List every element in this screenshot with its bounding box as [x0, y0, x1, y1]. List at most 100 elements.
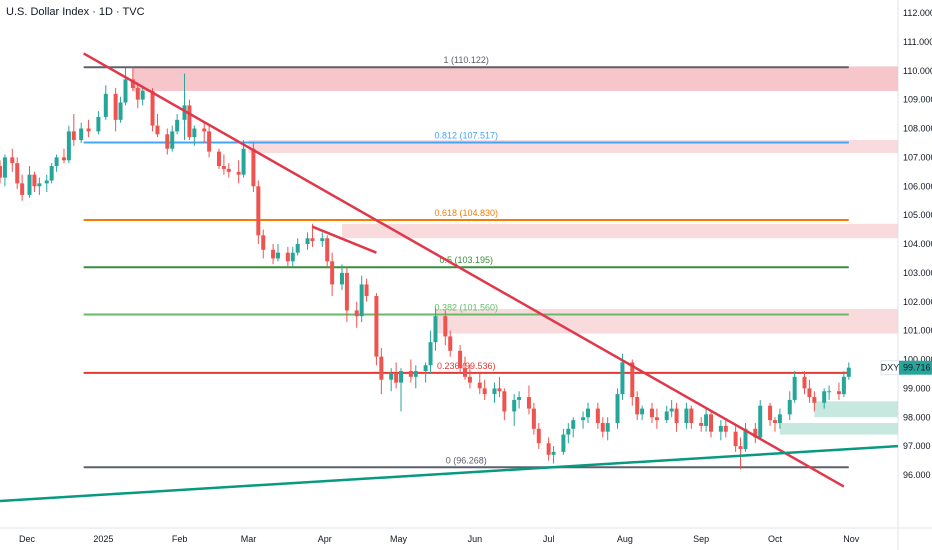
fib-level-label: 0.5 (103.195): [439, 255, 493, 265]
candle-body: [339, 272, 344, 285]
candle-body: [827, 391, 832, 393]
candle-body: [261, 235, 266, 250]
y-tick-label: 103.000: [903, 268, 932, 278]
y-tick-label: 111.000: [903, 37, 932, 47]
candle-body: [236, 171, 241, 175]
candle-body: [482, 388, 487, 395]
candle-body: [79, 128, 84, 141]
candle-body: [684, 408, 689, 424]
candle-body: [66, 131, 71, 161]
candle-body: [448, 336, 453, 351]
candle-body: [536, 428, 541, 444]
candle-body: [792, 376, 797, 400]
y-tick-label: 106.000: [903, 181, 932, 191]
candle-body: [207, 131, 212, 152]
candle-body: [664, 411, 669, 421]
candle-body: [709, 414, 714, 432]
candle-body: [113, 93, 118, 120]
candle-body: [49, 166, 54, 181]
x-tick-label: Oct: [768, 534, 783, 544]
x-tick-label: Jun: [468, 534, 483, 544]
candle-body: [44, 180, 49, 184]
y-tick-label: 96.000: [903, 470, 931, 480]
candle-body: [15, 163, 20, 184]
candle-body: [0, 166, 2, 178]
candle-body: [423, 365, 428, 372]
candle-body: [497, 388, 502, 392]
candle-body: [413, 371, 418, 377]
candle-body: [54, 157, 59, 167]
candle-body: [96, 116, 101, 132]
candle-body: [517, 397, 522, 400]
fib-level-label: 0.812 (107.517): [434, 130, 498, 140]
x-tick-label: Jul: [543, 534, 555, 544]
candle-body: [276, 252, 281, 259]
candle-body: [226, 168, 231, 172]
candle-body: [718, 425, 723, 432]
supply-zone: [435, 308, 898, 334]
candle-body: [216, 151, 221, 167]
candle-body: [320, 238, 325, 242]
y-tick-label: 101.000: [903, 326, 932, 336]
candle-body: [86, 128, 91, 132]
candle-body: [615, 394, 620, 424]
candle-body: [699, 423, 704, 426]
candle-body: [285, 252, 290, 262]
candle-body: [841, 376, 846, 395]
candle-body: [674, 408, 679, 424]
symbol-label: DXY: [881, 363, 900, 373]
candle-body: [502, 391, 507, 412]
candle-body: [2, 157, 7, 178]
candle-body: [221, 166, 226, 169]
candle-body: [271, 249, 276, 259]
x-tick-label: Aug: [617, 534, 633, 544]
y-tick-label: 104.000: [903, 239, 932, 249]
candle-body: [37, 183, 42, 187]
fib-level-label: 0.382 (101.560): [434, 302, 498, 312]
candle-body: [192, 128, 197, 138]
candle-body: [581, 417, 586, 421]
candle-body: [433, 316, 438, 343]
x-tick-label: Feb: [172, 534, 188, 544]
candle-body: [399, 371, 404, 383]
candle-body: [140, 90, 145, 100]
candle-body: [330, 261, 335, 285]
candle-body: [175, 119, 180, 132]
candle-body: [295, 244, 300, 253]
candle-body: [836, 391, 841, 395]
y-tick-label: 107.000: [903, 152, 932, 162]
candle-body: [150, 90, 155, 126]
candle-body: [443, 316, 448, 337]
candle-body: [768, 405, 773, 421]
y-tick-label: 99.000: [903, 383, 931, 393]
uptrend-trendline: [0, 444, 899, 503]
candle-body: [846, 367, 851, 377]
price-badge: [899, 360, 932, 375]
y-tick-label: 98.000: [903, 412, 931, 422]
candle-body: [27, 174, 32, 195]
last-price-label: 99.716: [903, 363, 931, 373]
x-tick-label: Apr: [318, 534, 332, 544]
chart-title: U.S. Dollar Index · 1D · TVC: [6, 6, 145, 18]
candle-body: [772, 420, 777, 424]
candle-body: [605, 423, 610, 432]
x-tick-label: 2025: [93, 534, 113, 544]
fib-level-label: 1 (110.122): [444, 55, 489, 65]
candle-body: [586, 408, 591, 418]
candle-body: [600, 423, 605, 432]
candle-body: [620, 362, 625, 395]
y-tick-label: 112.000: [903, 8, 932, 18]
y-tick-label: 108.000: [903, 124, 932, 134]
candle-body: [566, 428, 571, 435]
candle-body: [354, 310, 359, 317]
candle-body: [165, 134, 170, 149]
candle-body: [630, 362, 635, 398]
candle-body: [802, 376, 807, 389]
candle-body: [135, 88, 140, 100]
candle-body: [10, 157, 15, 164]
candle-body: [743, 428, 748, 450]
downtrend-trendline: [83, 52, 845, 488]
candle-body: [202, 128, 207, 132]
